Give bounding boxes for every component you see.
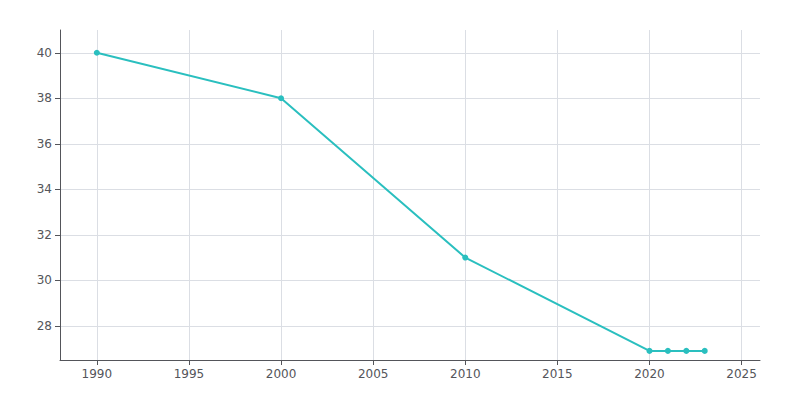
svg-text:2010: 2010 bbox=[450, 367, 481, 381]
svg-text:1995: 1995 bbox=[174, 367, 205, 381]
svg-text:30: 30 bbox=[37, 273, 52, 287]
svg-text:1990: 1990 bbox=[82, 367, 113, 381]
svg-text:2025: 2025 bbox=[726, 367, 757, 381]
svg-text:28: 28 bbox=[37, 319, 52, 333]
svg-text:34: 34 bbox=[37, 182, 52, 196]
svg-text:40: 40 bbox=[37, 46, 52, 60]
svg-text:38: 38 bbox=[37, 91, 52, 105]
svg-text:2015: 2015 bbox=[542, 367, 573, 381]
svg-text:2020: 2020 bbox=[634, 367, 665, 381]
svg-text:2000: 2000 bbox=[266, 367, 297, 381]
svg-text:2005: 2005 bbox=[358, 367, 389, 381]
svg-text:36: 36 bbox=[37, 137, 52, 151]
svg-text:32: 32 bbox=[37, 228, 52, 242]
